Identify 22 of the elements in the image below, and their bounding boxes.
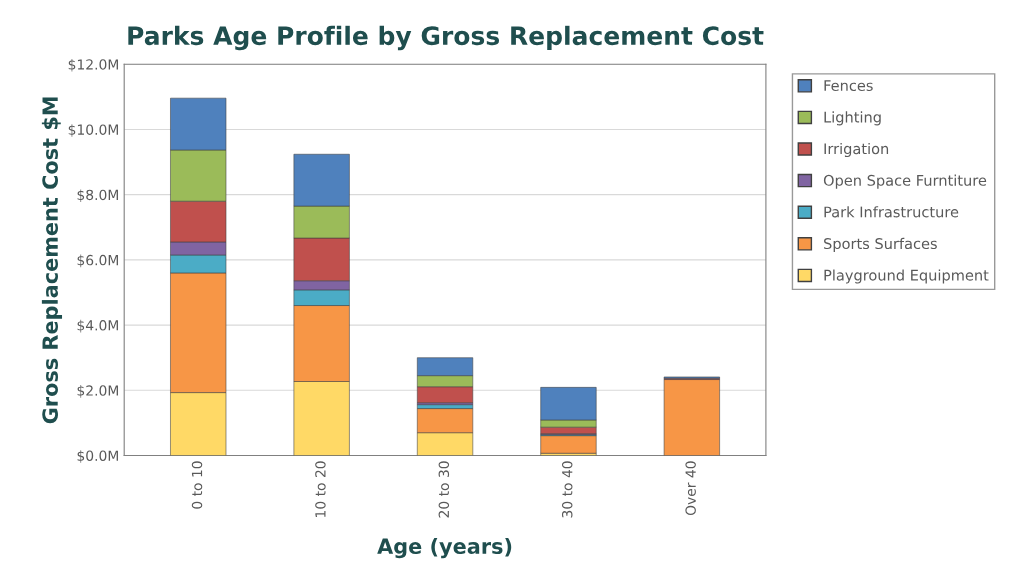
y-tick-label: $4.0M bbox=[77, 319, 118, 333]
legend-label: Open Space Furntiture bbox=[823, 174, 987, 189]
x-tick-label: 20 to 30 bbox=[438, 461, 450, 518]
x-tick-label: 10 to 20 bbox=[315, 461, 326, 517]
chart-title: Parks Age Profile by Gross Replacement Cost bbox=[128, 25, 764, 51]
legend-label: Irrigation bbox=[824, 142, 889, 158]
x-axis-title: Age (years) bbox=[377, 537, 512, 559]
x-tick-label: 30 to 40 bbox=[561, 461, 573, 518]
y-tick-label: $8.0M bbox=[77, 189, 118, 202]
legend-label: Lighting bbox=[824, 111, 881, 126]
y-tick-label: $2.0M bbox=[77, 385, 118, 398]
y-tick-label: $0.0M bbox=[77, 450, 118, 463]
y-tick-label: $10.0M bbox=[68, 124, 118, 137]
legend-label: Fences bbox=[824, 80, 873, 92]
legend-label: Park Infrastructure bbox=[824, 206, 959, 218]
y-tick-label: $12.0M bbox=[68, 58, 118, 72]
y-tick-label: $6.0M bbox=[77, 254, 118, 268]
y-axis-title: Gross Replacement Cost $M bbox=[41, 97, 63, 424]
legend-label: Playground Equipment bbox=[824, 269, 989, 284]
x-tick-label: 0 to 10 bbox=[191, 461, 203, 509]
x-tick-label: Over 40 bbox=[685, 461, 696, 516]
legend-label: Sports Surfaces bbox=[824, 237, 937, 252]
